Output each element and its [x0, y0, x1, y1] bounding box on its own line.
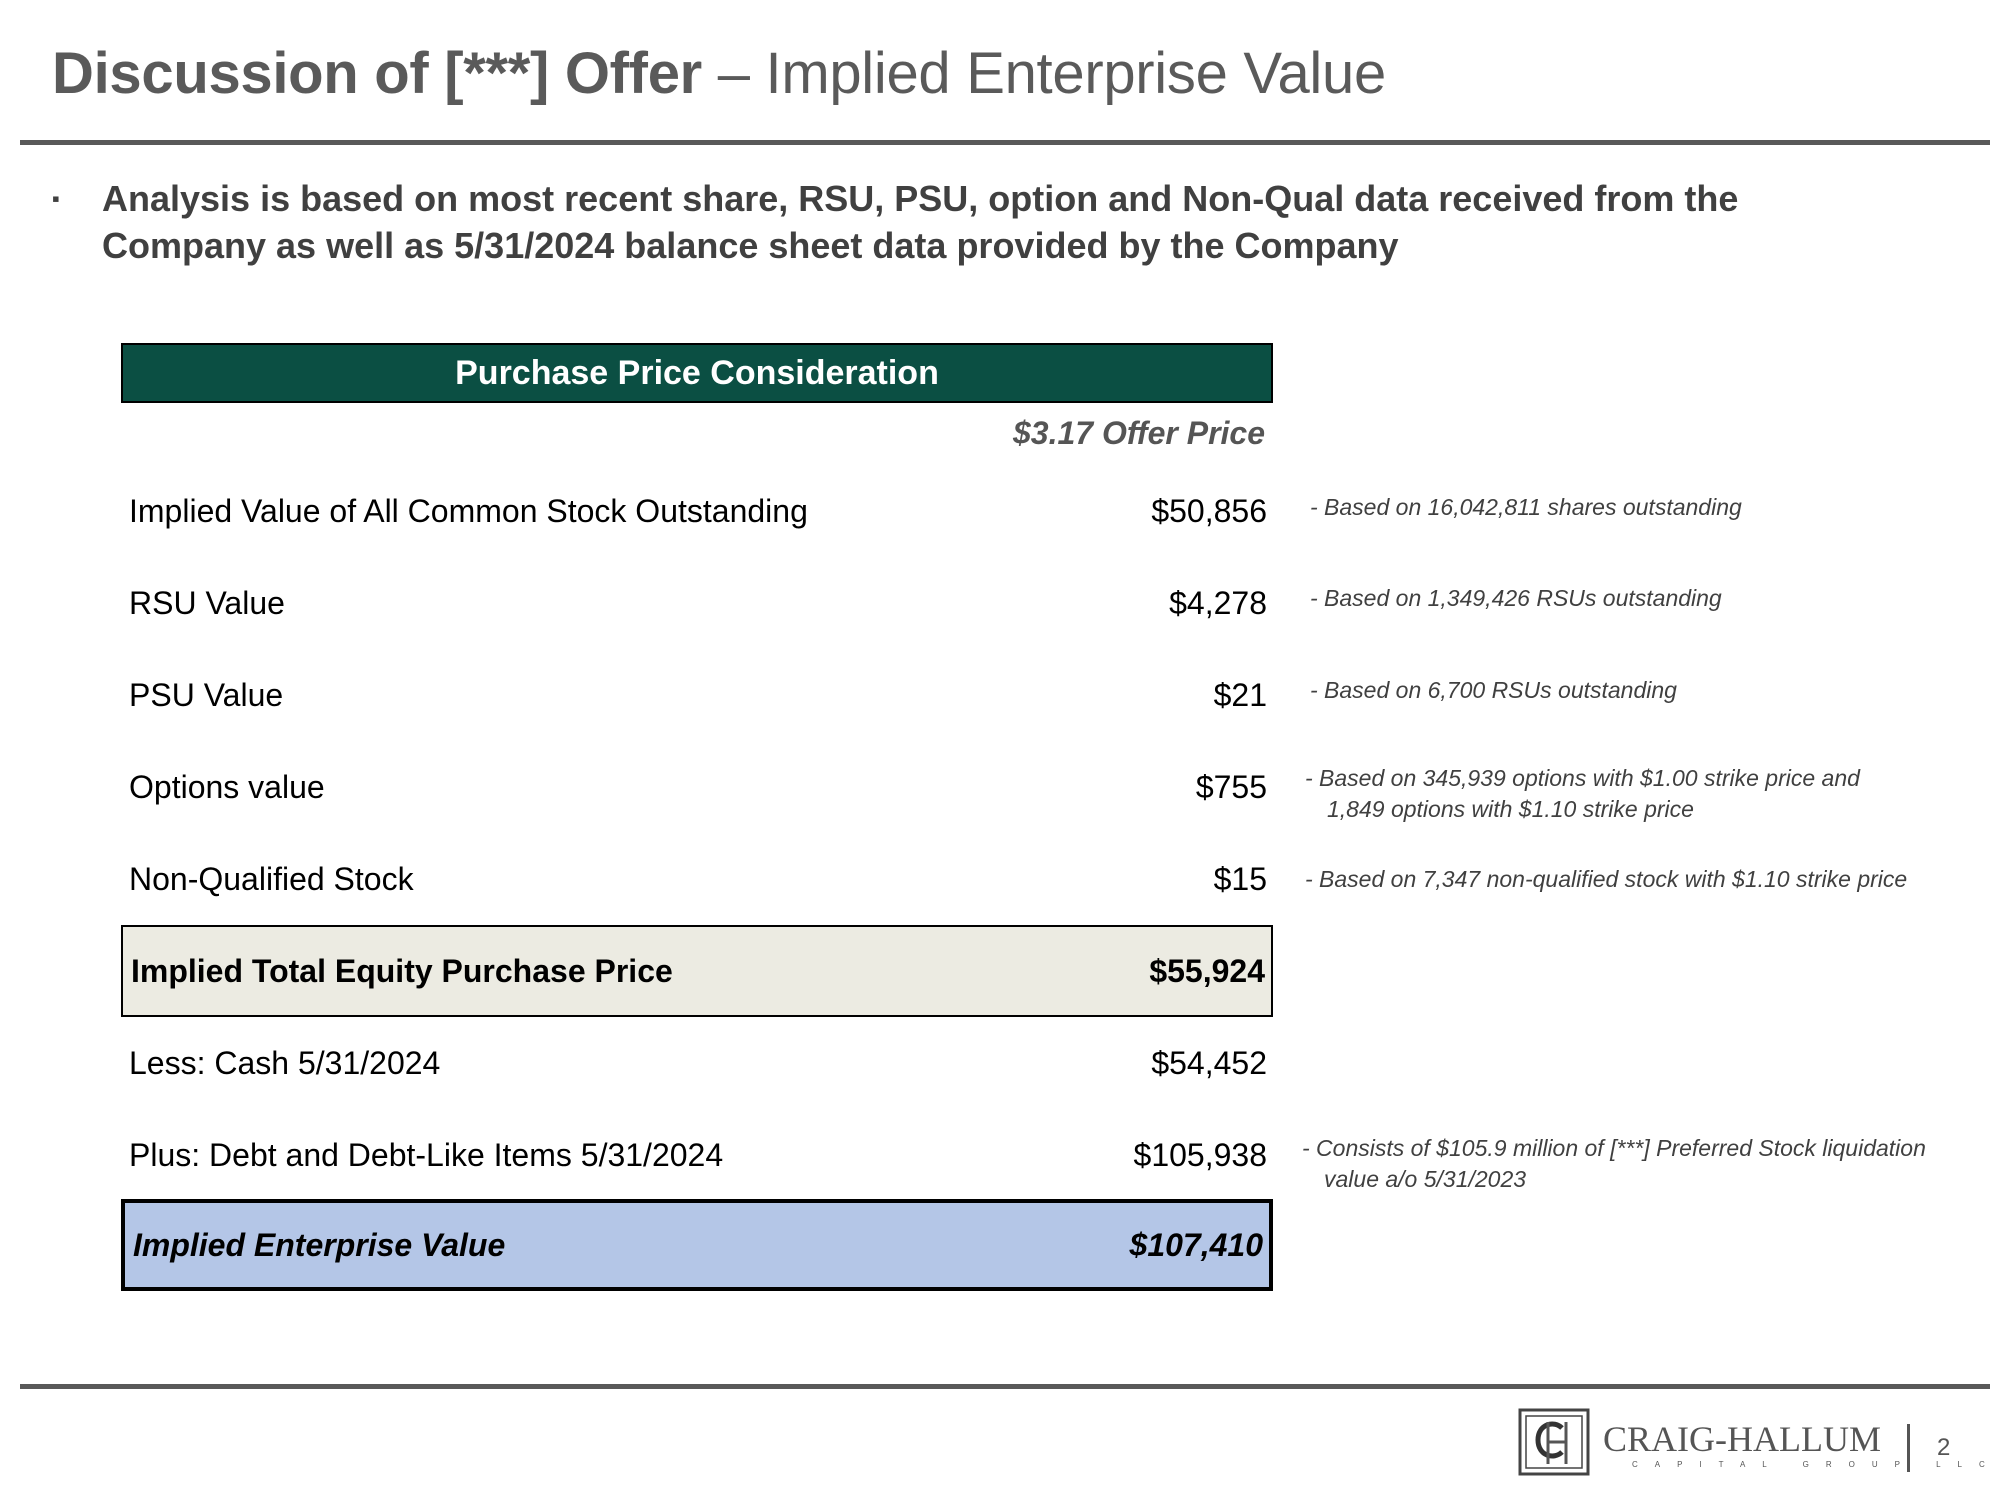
- row-label: PSU Value: [129, 677, 284, 713]
- row-value: $55,924: [1149, 953, 1265, 989]
- note-line: - Based on 1,349,426 RSUs outstanding: [1310, 585, 1722, 611]
- bullet-text: Analysis is based on most recent share, …: [102, 178, 1739, 266]
- row-value: $4,278: [1169, 585, 1267, 621]
- row-note: - Based on 16,042,811 shares outstanding: [1310, 492, 1742, 523]
- footer-divider: [20, 1384, 1990, 1389]
- row-label: Non-Qualified Stock: [129, 861, 414, 897]
- row-note: - Based on 7,347 non-qualified stock wit…: [1305, 864, 1907, 895]
- footer-separator: [1907, 1424, 1910, 1472]
- page-number: 2: [1937, 1434, 1951, 1461]
- row-note: - Consists of $105.9 million of [***] Pr…: [1302, 1133, 1926, 1195]
- note-line: - Based on 16,042,811 shares outstanding: [1310, 494, 1742, 520]
- row-label: Implied Total Equity Purchase Price: [131, 953, 673, 989]
- offer-price-column-header: $3.17 Offer Price: [1012, 415, 1265, 451]
- analysis-bullet: ▪ Analysis is based on most recent share…: [52, 175, 1852, 269]
- note-line: - Based on 7,347 non-qualified stock wit…: [1305, 866, 1908, 892]
- row-note: - Based on 345,939 options with $1.00 st…: [1305, 763, 1860, 825]
- row-label: Options value: [129, 769, 325, 805]
- row-value: $755: [1195, 769, 1267, 805]
- logo-subtitle: CAPITAL GROUP LLC: [1632, 1460, 2000, 1469]
- note-line: - Consists of $105.9 million of [***] Pr…: [1302, 1135, 1926, 1161]
- row-label: Less: Cash 5/31/2024: [129, 1045, 441, 1081]
- row-value: $15: [1213, 861, 1267, 897]
- bullet-square-icon: ▪: [52, 186, 60, 211]
- row-label: Plus: Debt and Debt-Like Items 5/31/2024: [129, 1137, 724, 1173]
- page-title: Discussion of [***] Offer – Implied Ente…: [52, 40, 1386, 107]
- note-line: value a/o 5/31/2023: [1324, 1166, 1527, 1192]
- row-note: - Based on 6,700 RSUs outstanding: [1310, 675, 1677, 706]
- row-value: $50,856: [1151, 493, 1267, 529]
- row-value: $54,452: [1151, 1045, 1267, 1081]
- row-label: Implied Value of All Common Stock Outsta…: [129, 493, 808, 529]
- row-value: $21: [1213, 677, 1267, 713]
- table-row: Plus: Debt and Debt-Like Items 5/31/2024…: [121, 1109, 1273, 1201]
- title-divider: [20, 140, 1990, 145]
- total-equity-row: Implied Total Equity Purchase Price $55,…: [121, 925, 1273, 1017]
- enterprise-value-row: Implied Enterprise Value $107,410: [121, 1199, 1273, 1291]
- note-line: - Based on 345,939 options with $1.00 st…: [1305, 765, 1860, 791]
- table-row: Non-Qualified Stock $15: [121, 833, 1273, 925]
- craig-hallum-logo-icon: [1518, 1408, 1590, 1476]
- table-row: PSU Value $21: [121, 649, 1273, 741]
- note-line: 1,849 options with $1.10 strike price: [1327, 796, 1694, 822]
- page-title-rest: – Implied Enterprise Value: [701, 41, 1386, 106]
- table-header: Purchase Price Consideration: [121, 343, 1273, 403]
- row-note: - Based on 1,349,426 RSUs outstanding: [1310, 583, 1722, 614]
- row-label: RSU Value: [129, 585, 285, 621]
- table-row: Options value $755: [121, 741, 1273, 833]
- row-label: Implied Enterprise Value: [133, 1227, 506, 1263]
- page-title-bold: Discussion of [***] Offer: [52, 41, 702, 106]
- table-row: RSU Value $4,278: [121, 557, 1273, 649]
- table-row: Less: Cash 5/31/2024 $54,452: [121, 1017, 1273, 1109]
- table-row: Implied Value of All Common Stock Outsta…: [121, 465, 1273, 557]
- logo-wordmark: CRAIG-HALLUM: [1603, 1419, 1881, 1459]
- row-value: $105,938: [1133, 1137, 1267, 1173]
- note-line: - Based on 6,700 RSUs outstanding: [1310, 677, 1677, 703]
- row-value: $107,410: [1129, 1227, 1263, 1263]
